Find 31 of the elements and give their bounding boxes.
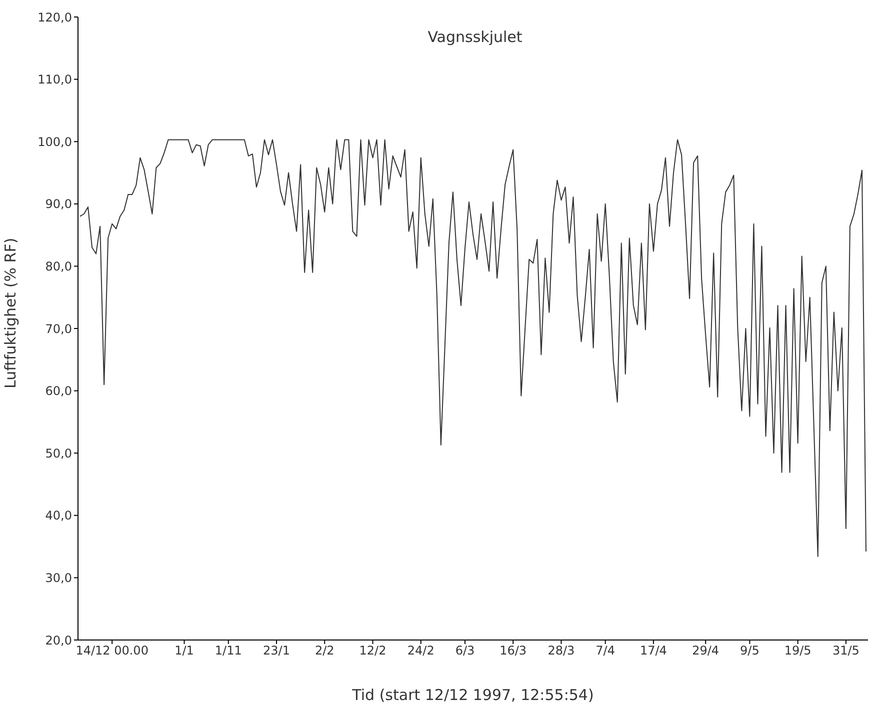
x-tick-label: 12/2 xyxy=(359,644,386,658)
y-tick-label: 20,0 xyxy=(45,633,72,648)
text: Vagnsskjulet xyxy=(426,28,524,46)
x-tick-label: 19/5 xyxy=(784,644,812,658)
y-axis-title: Luftfuktighet (% RF) xyxy=(1,238,20,388)
x-tick-label: 1/1 xyxy=(174,644,194,658)
x-tick-label: 2/2 xyxy=(314,644,334,658)
y-tick-label: 60,0 xyxy=(45,384,72,398)
x-tick-label: 9/5 xyxy=(740,644,760,658)
y-tick-label: 80,0 xyxy=(45,259,72,274)
x-tick-label: 14/12 00.00 xyxy=(76,644,148,658)
x-tick-label: 28/3 xyxy=(548,644,575,658)
y-tick-label: 90,0 xyxy=(45,197,72,212)
x-tick-label: 29/4 xyxy=(692,644,720,658)
x-tick-label: 6/3 xyxy=(455,644,475,658)
y-tick-label: 120,0 xyxy=(38,10,72,24)
y-tick-label: 30,0 xyxy=(45,570,72,585)
x-tick-label: 31/5 xyxy=(832,644,860,658)
x-axis-title: Tid (start 12/12 1997, 12:55:54) xyxy=(351,686,594,704)
x-tick-label: 7/4 xyxy=(596,644,615,658)
line-series xyxy=(80,139,866,558)
x-tick-label: 16/3 xyxy=(500,644,527,658)
y-tick-label: 40,0 xyxy=(45,508,72,523)
y-tick-label: 70,0 xyxy=(45,322,72,336)
x-tick-label: 1/11 xyxy=(214,644,242,658)
x-tick-label: 23/1 xyxy=(263,644,290,658)
x-tick-label: 24/2 xyxy=(407,644,434,658)
x-tick-label: 17/4 xyxy=(640,644,667,658)
y-tick-label: 110,0 xyxy=(38,72,72,87)
y-tick-label: 100,0 xyxy=(38,134,72,149)
y-tick-label: 50,0 xyxy=(45,446,72,460)
